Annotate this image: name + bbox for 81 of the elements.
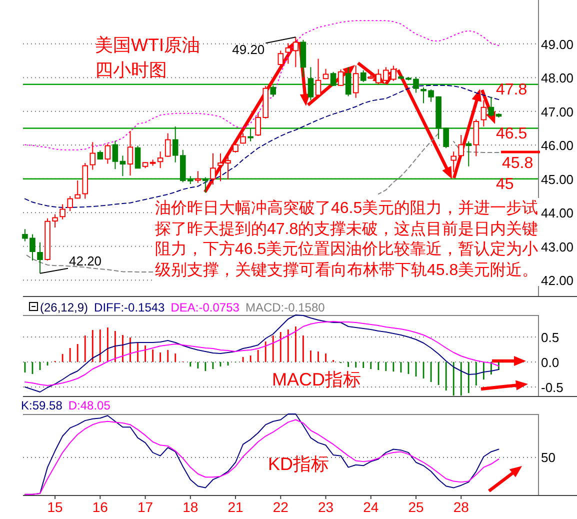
y-tick-label: 46.00 [541,138,574,154]
x-tick-label: 25 [408,499,424,515]
candlestick [292,36,299,68]
candlestick [90,142,96,170]
candlestick [248,128,254,142]
candlestick [150,159,156,166]
y-tick-label: 47.00 [541,104,574,120]
candlestick [60,204,66,220]
candlestick [104,143,111,164]
text: DEA:-0.0753 [170,300,240,314]
line-series [24,314,500,392]
candlestick [496,112,502,118]
candlestick [240,132,246,144]
candlestick [270,84,276,98]
candlestick [315,58,322,98]
candlestick [458,134,464,157]
candlestick [97,150,104,160]
candlestick [466,140,472,167]
x-tick-label: 28 [453,499,470,515]
candlestick [352,64,359,98]
series-label: K:59.58 [21,398,63,412]
x-tick-label: 22 [272,499,289,515]
candlestick [210,152,216,186]
candlestick [345,66,352,97]
y-tick-label: 44.00 [541,206,574,221]
candlestick [142,162,148,169]
chart-title: (26,12,9) [40,300,88,314]
candlestick [488,96,494,118]
y-tick-label: 0.0 [541,355,560,370]
candlestick [450,151,456,173]
candlestick [164,132,171,158]
text: 四小时图 [95,60,167,80]
candlestick [157,151,164,169]
candlestick [278,50,284,68]
x-tick-label: 23 [318,499,334,515]
x-tick-label: 21 [228,499,244,515]
candlestick [285,42,292,64]
candlestick [330,71,336,87]
text: 42.20 [69,253,102,268]
candlestick [480,100,487,128]
candlestick [67,196,73,212]
candlestick [82,162,88,200]
text: 49.20 [232,42,265,58]
candlestick [112,140,118,170]
annotation: MACD指标 [272,370,361,390]
y-tick-label: 45.00 [541,172,574,187]
candlestick [338,69,344,87]
ref-line-label: 47.8 [496,81,528,98]
x-tick-label: 17 [137,499,154,515]
x-tick-label: 24 [363,499,379,515]
candlestick [300,39,306,78]
candlestick [134,145,141,169]
annotation: 油价昨日大幅冲高突破了46.5美元的阻力，并进一步试探了昨天提到的47.8的支撑未破，这点目前是日内关键阻力，下方46.5美元位置因油价比较靠近，暂认定为小级别支撑，关键支撑可看向布林带下轨45.8美元附近。 [153,198,541,286]
y-tick-label: 42.00 [541,273,574,288]
candlestick [473,118,480,157]
annotation: KD指标 [268,454,330,474]
y-tick-label: 0.5 [541,330,560,345]
series-label: D:48.05 [68,398,111,412]
y-tick-label: 48.00 [541,70,574,86]
y-tick-label: -0.5 [541,380,564,395]
candlestick [360,70,366,83]
candlestick [322,68,329,80]
text: DIFF:-0.1543 [94,300,166,314]
candlestick [37,242,43,274]
x-tick-label: 15 [47,499,64,515]
x-tick-label: 18 [182,499,198,515]
ref-line-label: 46.5 [496,125,528,142]
text: 美国WTI原油 [95,35,200,55]
text: 50 [541,450,556,465]
text: MACD:-0.1580 [245,300,326,314]
candlestick [308,66,314,101]
x-tick-label: 16 [92,499,108,515]
candlestick [202,176,208,194]
candlestick [74,180,80,200]
candlestick [127,130,134,176]
y-tick-label: 43.00 [541,239,574,254]
ref-line-label: 45 [496,176,514,193]
annotation: 45.8 [502,155,534,172]
candlestick [195,170,201,184]
candlestick [120,155,126,177]
y-tick-label: 49.00 [541,36,574,52]
